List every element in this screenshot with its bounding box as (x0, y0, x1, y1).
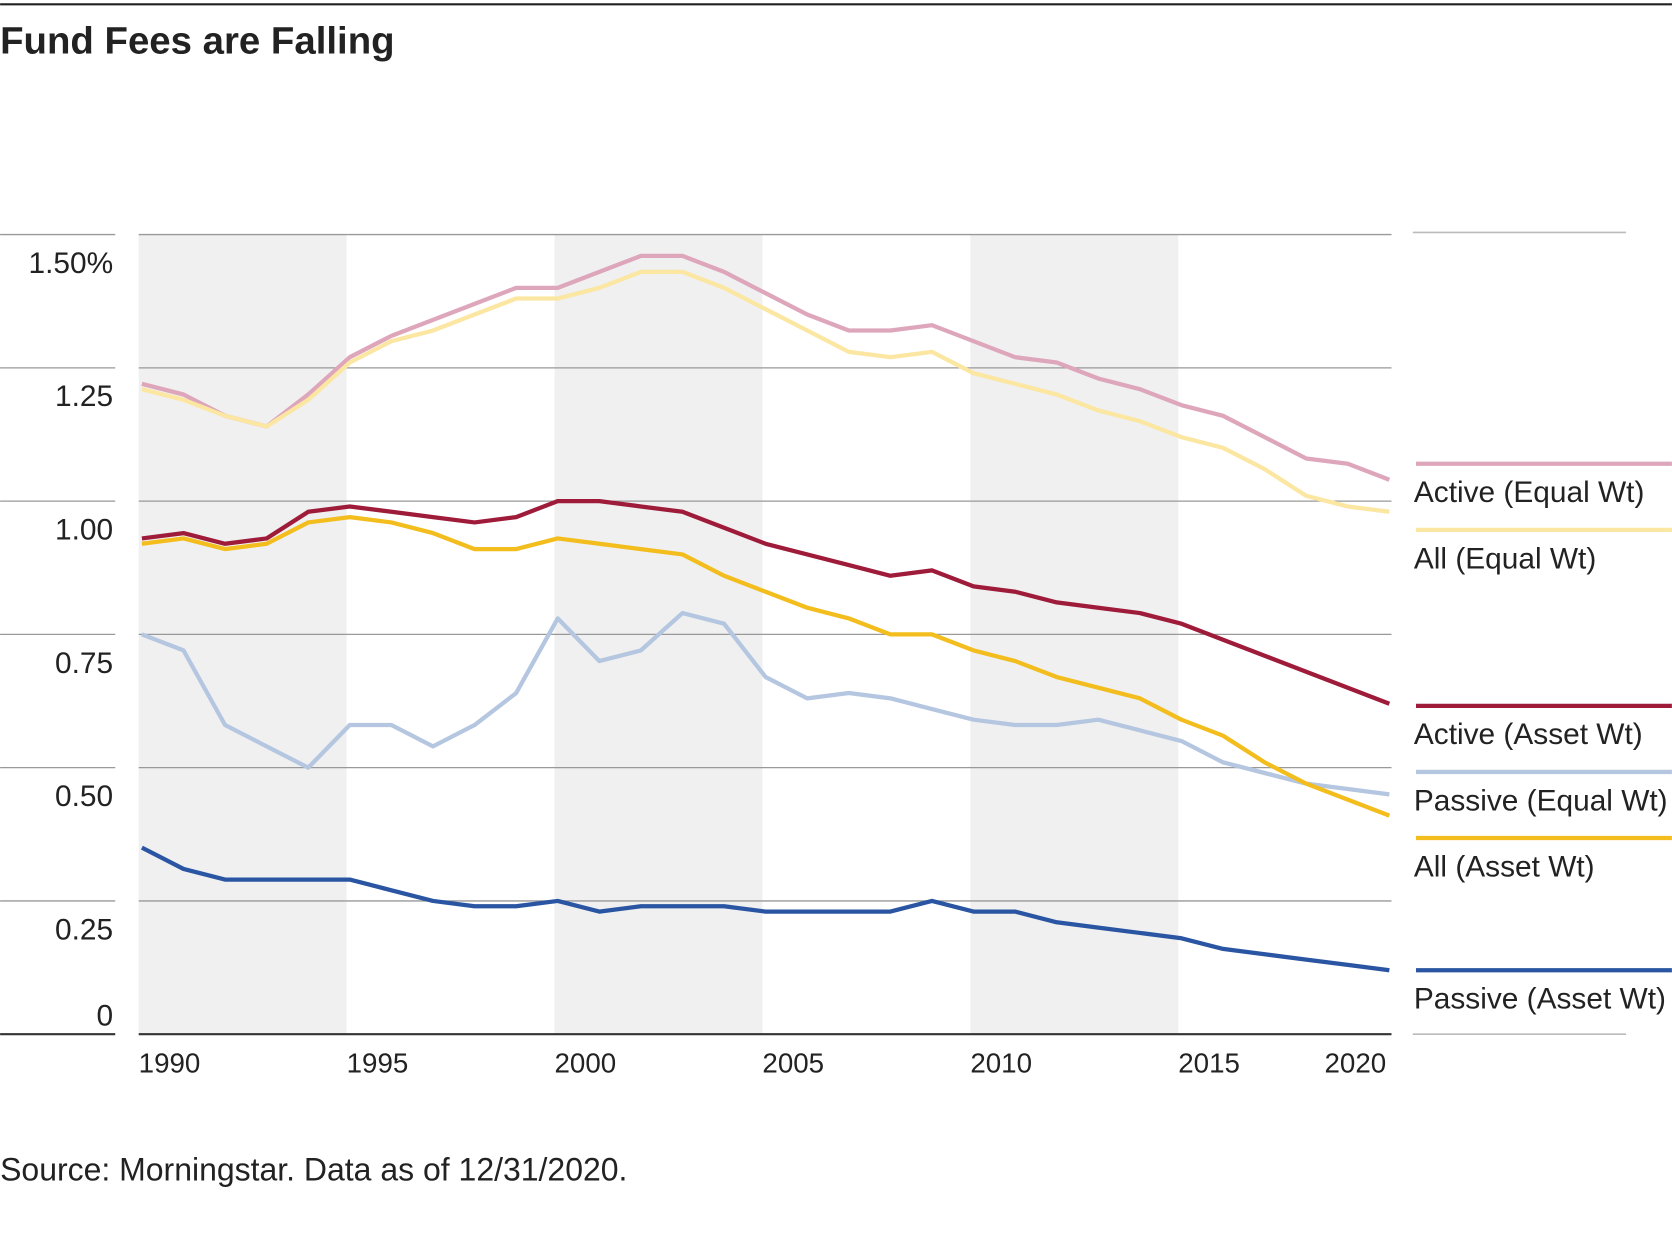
chart-title: Fund Fees are Falling (0, 19, 394, 62)
y-tick-label: 0.25 (55, 913, 113, 946)
legend-label: All (Equal Wt) (1414, 542, 1596, 575)
x-tick-label: 2005 (762, 1048, 824, 1079)
legend-label: Passive (Asset Wt) (1414, 983, 1666, 1016)
y-tick-label: 1.50% (28, 247, 113, 280)
y-tick-label: 1.00 (55, 514, 113, 547)
legend-label: Active (Equal Wt) (1414, 476, 1645, 509)
y-tick-label: 0.50 (55, 780, 113, 813)
plot-area: 0 0.25 0.50 0.75 1.00 1.25 1.50% 1990 1995 2000 20… (0, 231, 1672, 1079)
legend-label: Active (Asset Wt) (1414, 718, 1643, 751)
x-tick-label: 2020 (1324, 1048, 1386, 1079)
legend-label: Passive (Equal Wt) (1414, 784, 1668, 817)
series-line (141, 514, 1391, 818)
y-tick-label: 0.75 (55, 647, 113, 680)
series-line (141, 269, 1390, 514)
series-line (141, 253, 1391, 482)
x-tick-label: 2010 (970, 1048, 1032, 1079)
series-line (140, 845, 1390, 973)
x-tick-label: 2015 (1178, 1048, 1240, 1079)
series-line (141, 610, 1390, 797)
source-note: Source: Morningstar. Data as of 12/31/20… (0, 1151, 627, 1187)
y-tick-label: 1.25 (55, 380, 113, 413)
series-line (141, 498, 1391, 706)
x-tick-label: 1990 (139, 1048, 201, 1079)
x-tick-label: 2000 (555, 1048, 617, 1079)
x-tick-label: 1995 (347, 1048, 409, 1079)
legend-label: All (Asset Wt) (1414, 850, 1595, 883)
y-tick-label: 0 (97, 1000, 114, 1033)
